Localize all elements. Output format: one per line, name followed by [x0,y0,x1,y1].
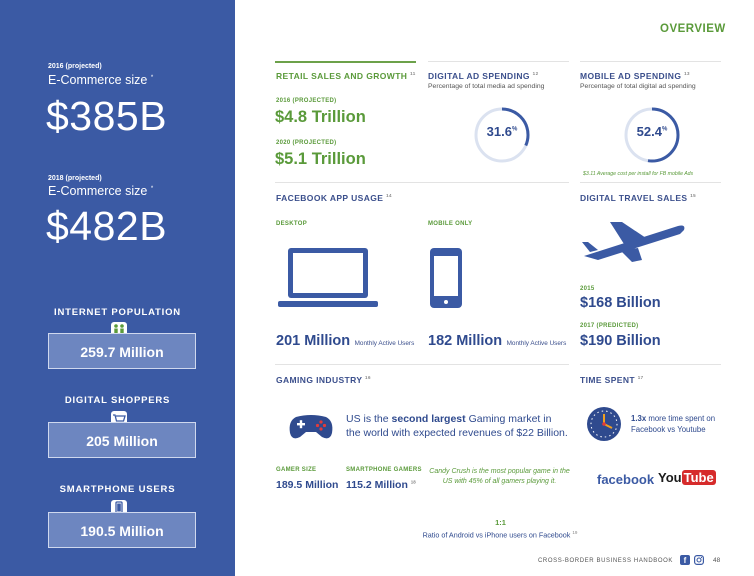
internet-population-title: INTERNET POPULATION [54,307,181,318]
footer-title: CROSS-BORDER BUSINESS HANDBOOK [538,558,674,564]
smartphone-gamers-value: 115.2 Million 18 [346,479,416,491]
digital-shoppers-value: 205 Million [48,422,196,458]
ratio-value: 1:1 [495,518,506,527]
gamepad-icon [289,415,333,439]
travel-value-2017: $190 Billion [580,333,661,349]
mobile-ad-value: 52.4% [636,124,668,139]
instagram-icon[interactable] [694,555,704,565]
ecom-2016-value: $385B [46,93,168,139]
travel-title: DIGITAL TRAVEL SALES 15 [580,193,697,203]
desktop-label: DESKTOP [276,221,307,227]
time-spent-title: TIME SPENT 17 [580,375,644,385]
page-number: 48 [713,557,721,564]
digital-ad-subtitle: Percentage of total media ad spending [428,83,545,90]
time-spent-text: 1.3x more time spent on Facebook vs Yout… [631,414,716,434]
gamer-size-value: 189.5 Million [276,479,339,491]
ecom-2018-small-label: 2018 (projected) [48,175,102,182]
retail-value-2020: $5.1 Trillion [275,150,366,168]
facebook-logo: facebook [597,472,655,487]
laptop-icon [278,248,378,307]
gaming-text: US is the second largest Gaming market i… [346,413,568,439]
ratio-text: Ratio of Android vs iPhone users on Face… [422,530,578,540]
travel-label-2015: 2015 [580,286,595,292]
retail-label-2016: 2016 (PROJECTED) [276,98,337,104]
smartphone-gamers-label: SMARTPHONE GAMERS [346,467,422,473]
retail-rule [275,61,416,63]
digital-ad-title: DIGITAL AD SPENDING 12 [428,71,539,81]
retail-value-2016: $4.8 Trillion [275,108,366,126]
mobile-ad-ring-fill [624,107,680,163]
fb-usage-title: FACEBOOK APP USAGE 14 [276,193,392,203]
ecom-2018-value: $482B [46,203,168,249]
digital-ad-value: 31.6% [486,124,518,139]
youtube-logo: You Tube [658,470,716,485]
candy-crush-note: Candy Crush is the most popular game in … [429,468,570,485]
airplane-icon [582,222,685,262]
mobile-only-label: MOBILE ONLY [428,221,473,227]
smartphone-users-title: SMARTPHONE USERS [59,484,176,495]
mobile-ad-rule [580,61,721,62]
desktop-stat: 201 Million Monthly Active Users [276,333,415,349]
gamer-size-label: GAMER SIZE [276,467,317,473]
mobile-ad-title: MOBILE AD SPENDING 13 [580,71,690,81]
gaming-title: GAMING INDUSTRY 16 [276,375,371,385]
digital-shoppers-title: DIGITAL SHOPPERS [64,395,171,406]
clock-icon [587,407,621,441]
phone-icon [430,248,462,308]
mobile-stat: 182 Million Monthly Active Users [428,333,567,349]
time-spent-rule [580,364,721,365]
mobile-ad-note: $3.11 Average cost per install for FB mo… [583,171,694,177]
facebook-icon[interactable]: f [680,555,690,565]
travel-value-2015: $168 Billion [580,295,661,311]
digital-ad-rule [428,61,569,62]
digital-ad-ring-fill [474,107,530,163]
retail-title: RETAIL SALES AND GROWTH 11 [276,71,416,81]
mobile-ad-ring [624,107,680,163]
gaming-rule [275,364,569,365]
ecom-2018-label: E-Commerce size * [48,184,154,198]
retail-label-2020: 2020 (PROJECTED) [276,140,337,146]
travel-label-2017: 2017 (PREDICTED) [580,323,639,329]
travel-rule [580,182,721,183]
overview-heading: OVERVIEW [660,23,726,35]
ecom-2016-label: E-Commerce size * [48,73,154,87]
smartphone-users-value: 190.5 Million [48,512,196,548]
digital-ad-ring [474,107,530,163]
ecom-2016-small-label: 2016 (projected) [48,63,102,70]
mobile-ad-subtitle: Percentage of total digital ad spending [580,83,696,90]
internet-population-value: 259.7 Million [48,333,196,369]
fb-usage-rule [275,182,569,183]
left-panel: 2016 (projected) E-Commerce size * $385B… [0,0,235,576]
